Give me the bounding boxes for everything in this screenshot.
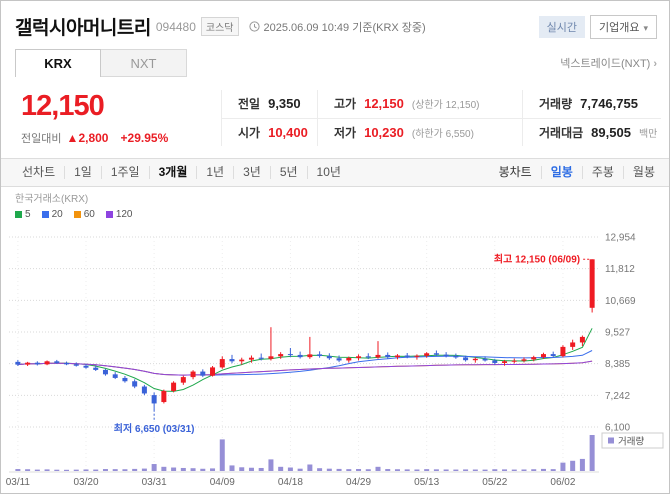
chart-source-label: 한국거래소(KRX) (15, 194, 89, 205)
summary-table: 전일 9,350 고가 12,150 (상한가 12,150) 거래량 7,74… (221, 90, 661, 146)
chevron-right-icon: › (653, 58, 657, 70)
svg-text:9,527: 9,527 (605, 328, 630, 339)
market-badge-kosdaq: 코스닥 (200, 17, 239, 36)
candlestick-chart[interactable]: 12,954 11,812 10,669 9,527 8,385 7,242 6,100 03… (1, 221, 669, 491)
svg-text:04/18: 04/18 (278, 477, 303, 488)
svg-text:03/20: 03/20 (73, 477, 98, 488)
change-label: 전일대비 (21, 133, 62, 145)
chart-range-line[interactable]: 선차트 (13, 166, 66, 179)
change-percent: +29.95% (120, 131, 169, 145)
ma20-legend: 20 (41, 209, 63, 220)
svg-text:7,242: 7,242 (605, 391, 630, 402)
summary-cell-prev-close: 전일 9,350 (221, 90, 317, 118)
chart-range-3y[interactable]: 3년 (234, 166, 271, 179)
svg-text:최저 6,650 (03/31): 최저 6,650 (03/31) (114, 422, 195, 435)
chart-head: 한국거래소(KRX) 5 20 60 120 (1, 187, 669, 221)
chart-range-1y[interactable]: 1년 (197, 166, 235, 179)
summary-cell-open: 시가 10,400 (221, 117, 317, 146)
summary-cell-low: 저가 10,230 (하한가 6,550) (317, 117, 522, 146)
stock-code: 094480 (155, 19, 196, 34)
summary-cell-high: 고가 12,150 (상한가 12,150) (317, 90, 522, 118)
svg-text:03/11: 03/11 (6, 477, 31, 488)
chart-controls: 선차트 1일 1주일 3개월 1년 3년 5년 10년 봉차트 일봉 주봉 월봉 (1, 158, 669, 187)
stock-name: 갤럭시아머니트리 (15, 18, 151, 39)
up-arrow-icon: ▲ (66, 131, 79, 145)
chart-range-group: 선차트 1일 1주일 3개월 1년 3년 5년 10년 (13, 166, 350, 179)
lower-limit-note: (하한가 6,550) (411, 128, 474, 140)
summary-cell-trade-value: 거래대금 89,505 백만 (522, 117, 661, 146)
ma120-legend: 120 (105, 209, 133, 220)
svg-text:12,954: 12,954 (605, 233, 636, 244)
exchange-tabs: KRX NXT 넥스트레이드(NXT) › (1, 49, 669, 77)
ma60-legend: 60 (73, 209, 95, 220)
svg-text:04/29: 04/29 (346, 477, 371, 488)
realtime-badge: 실시간 (538, 15, 585, 38)
clock-icon (248, 21, 260, 32)
stock-header: 갤럭시아머니트리 094480 코스닥 2025.06.09 10:49 기준(… (1, 1, 669, 40)
upper-limit-note: (상한가 12,150) (411, 100, 480, 112)
svg-text:06/02: 06/02 (550, 477, 575, 488)
change-value: ▲2,800 (66, 131, 109, 145)
quote-timestamp: 2025.06.09 10:49 기준(KRX 장중) (263, 21, 426, 34)
change-line: 전일대비 ▲2,800 +29.95% (21, 130, 221, 146)
summary-cell-volume: 거래량 7,746,755 (522, 90, 661, 118)
chevron-down-icon: ▾ (643, 22, 648, 33)
tab-krx[interactable]: KRX (15, 49, 101, 77)
svg-text:최고 12,150 (06/09): 최고 12,150 (06/09) (494, 252, 580, 265)
chart-range-1w[interactable]: 1주일 (102, 166, 150, 179)
ma5-legend: 5 (15, 209, 31, 220)
chart-range-3m[interactable]: 3개월 (150, 166, 198, 179)
company-overview-button[interactable]: 기업개요 ▾ (589, 14, 657, 39)
chart-type-group: 봉차트 일봉 주봉 월봉 (490, 166, 657, 179)
ma5-swatch (15, 211, 22, 218)
svg-text:05/22: 05/22 (482, 477, 507, 488)
price-block: 12,150 전일대비 ▲2,800 +29.95% (21, 90, 221, 146)
chart-range-1d[interactable]: 1일 (65, 166, 102, 179)
nxt-trade-link[interactable]: 넥스트레이드(NXT) › (560, 58, 657, 70)
chart-type-daily[interactable]: 일봉 (542, 166, 583, 179)
svg-text:8,385: 8,385 (605, 359, 630, 370)
chart-type-label: 봉차트 (490, 166, 542, 179)
chart-type-monthly[interactable]: 월봉 (632, 165, 655, 179)
chart-range-5y[interactable]: 5년 (271, 166, 308, 179)
ma-legend: 5 20 60 120 (15, 209, 669, 220)
svg-text:거래량: 거래량 (618, 436, 644, 448)
ma20-swatch (41, 211, 49, 218)
chart-type-weekly[interactable]: 주봉 (583, 166, 624, 179)
svg-text:04/09: 04/09 (210, 477, 235, 488)
tab-nxt[interactable]: NXT (101, 49, 187, 77)
svg-text:10,669: 10,669 (605, 296, 636, 307)
current-price: 12,150 (21, 90, 105, 122)
ma60-swatch (73, 211, 81, 218)
svg-text:6,100: 6,100 (605, 423, 630, 434)
svg-text:05/13: 05/13 (414, 477, 439, 488)
svg-text:11,812: 11,812 (605, 264, 635, 275)
svg-text:03/31: 03/31 (142, 477, 167, 488)
ma120-swatch (105, 211, 113, 218)
chart-range-10y[interactable]: 10년 (316, 165, 341, 179)
price-section: 12,150 전일대비 ▲2,800 +29.95% 전일 9,350 고가 1… (1, 77, 669, 156)
